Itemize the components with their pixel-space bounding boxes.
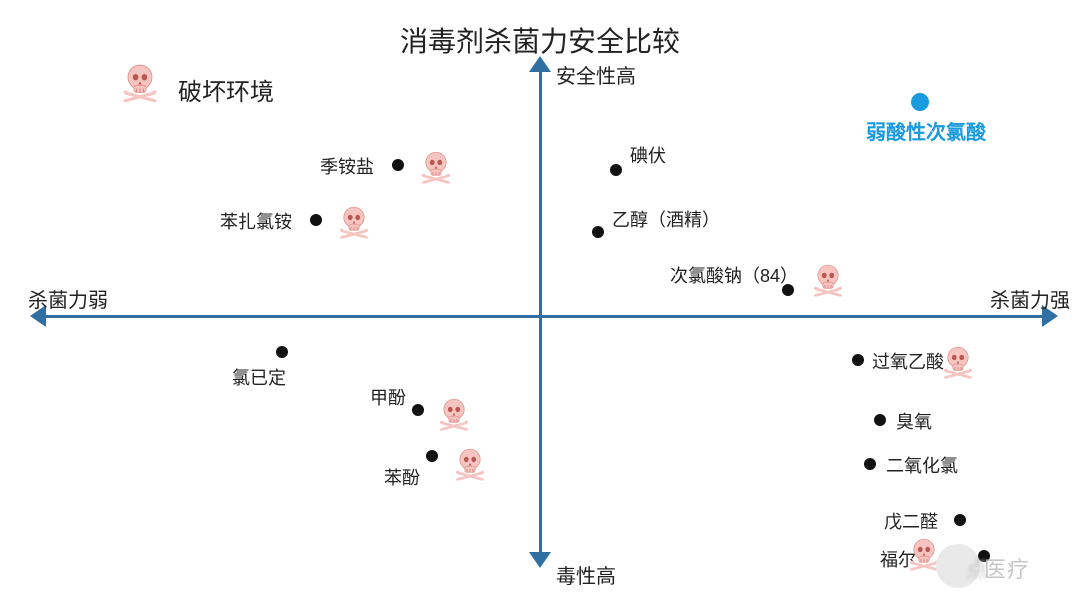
- point-label: 臭氧: [896, 408, 932, 434]
- arrow-up: [529, 56, 551, 72]
- axis-vertical: [539, 68, 542, 556]
- dot: [954, 514, 966, 526]
- point-label: 季铵盐: [320, 153, 374, 179]
- axis-horizontal: [44, 315, 1044, 318]
- dot: [592, 226, 604, 238]
- axis-label-left: 杀菌力弱: [28, 284, 108, 313]
- dot: [874, 414, 886, 426]
- skull-icon-wrap: [941, 345, 975, 384]
- dot: [610, 164, 622, 176]
- skull-icon-wrap: [437, 397, 471, 436]
- point-label: 次氯酸钠（84）: [670, 262, 798, 288]
- skull-icon: [811, 263, 845, 297]
- point-label: 二氧化氯: [886, 452, 958, 478]
- dot: [852, 354, 864, 366]
- dot: [310, 214, 322, 226]
- quadrant-chart: 消毒剂杀菌力安全比较 安全性高 毒性高 杀菌力弱 杀菌力强 破坏环境: [0, 0, 1080, 611]
- skull-icon: [120, 62, 160, 102]
- point-label: 戊二醛: [884, 508, 938, 534]
- point-label: 碘伏: [630, 142, 666, 168]
- skull-icon-wrap: [337, 205, 371, 244]
- axis-label-right: 杀菌力强: [990, 284, 1070, 313]
- axis-label-top: 安全性高: [556, 60, 636, 89]
- skull-icon-wrap: [811, 263, 845, 302]
- skull-icon: [437, 397, 471, 431]
- skull-icon-wrap: [453, 447, 487, 486]
- arrow-down: [529, 552, 551, 568]
- axis-label-bottom: 毒性高: [556, 560, 616, 589]
- point-label: 甲酚: [370, 384, 406, 410]
- dot: [392, 159, 404, 171]
- chart-title: 消毒剂杀菌力安全比较: [0, 20, 1080, 60]
- legend-skull-icon: [120, 62, 160, 107]
- skull-icon: [419, 150, 453, 184]
- point-label: 苯酚: [384, 464, 420, 490]
- point-label: 弱酸性次氯酸: [866, 116, 986, 145]
- dot: [864, 458, 876, 470]
- dot: [911, 93, 929, 111]
- skull-icon: [453, 447, 487, 481]
- point-label: 氯已定: [232, 364, 286, 390]
- legend-label: 破坏环境: [178, 72, 274, 107]
- watermark-prefix: 点: [966, 552, 989, 584]
- dot: [412, 404, 424, 416]
- point-label: 过氧乙酸: [872, 348, 944, 374]
- dot: [276, 346, 288, 358]
- dot: [426, 450, 438, 462]
- skull-icon-wrap: [419, 150, 453, 189]
- skull-icon: [941, 345, 975, 379]
- point-label: 苯扎氯铵: [220, 208, 292, 234]
- point-label: 乙醇（酒精）: [612, 206, 720, 232]
- watermark-text: 医疗: [984, 552, 1030, 584]
- skull-icon: [337, 205, 371, 239]
